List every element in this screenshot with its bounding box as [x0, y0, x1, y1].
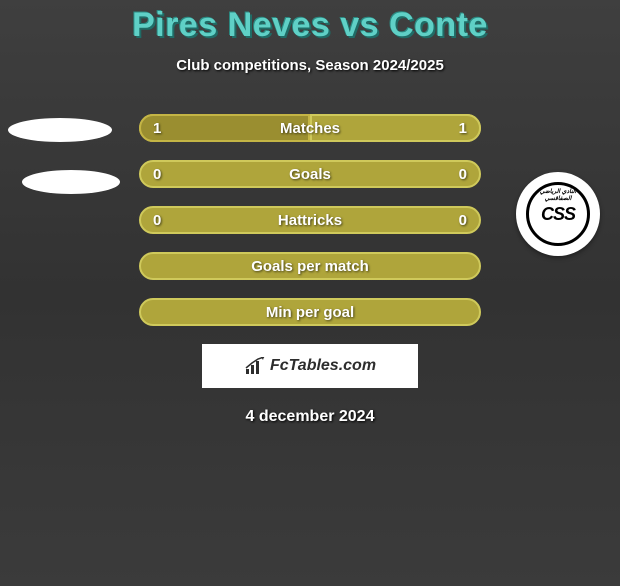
stat-right-value: 0 — [459, 166, 467, 183]
page-date: 4 december 2024 — [0, 408, 620, 426]
page-subtitle: Club competitions, Season 2024/2025 — [0, 57, 620, 74]
stat-label: Goals — [289, 166, 331, 183]
stat-label: Matches — [280, 120, 340, 137]
stats-list: 1 Matches 1 0 Goals 0 0 Hattricks 0 Goals per mat… — [139, 114, 481, 326]
stat-left-value: 1 — [153, 120, 161, 137]
player-photo-placeholder-left-1 — [22, 170, 120, 194]
stat-row-hattricks: 0 Hattricks 0 — [139, 206, 481, 234]
page-title: Pires Neves vs Conte — [0, 6, 620, 45]
brand-footer[interactable]: FcTables.com — [202, 344, 418, 388]
stat-left-value: 0 — [153, 212, 161, 229]
stat-left-value: 0 — [153, 166, 161, 183]
stat-label: Min per goal — [266, 304, 354, 321]
stat-row-min-per-goal: Min per goal — [139, 298, 481, 326]
club-badge-inner: النادي الرياضي الصفاقسي CSS — [526, 182, 590, 246]
stat-right-value: 1 — [459, 120, 467, 137]
club-badge-arabic: النادي الرياضي الصفاقسي — [529, 188, 587, 202]
stat-label: Goals per match — [251, 258, 369, 275]
stat-row-matches: 1 Matches 1 — [139, 114, 481, 142]
brand-footer-text: FcTables.com — [270, 357, 376, 375]
stat-row-goals-per-match: Goals per match — [139, 252, 481, 280]
chart-icon — [244, 357, 266, 375]
club-badge-text: CSS — [541, 204, 575, 225]
stat-row-goals: 0 Goals 0 — [139, 160, 481, 188]
club-badge-right: النادي الرياضي الصفاقسي CSS — [516, 172, 600, 256]
stat-right-value: 0 — [459, 212, 467, 229]
stat-label: Hattricks — [278, 212, 342, 229]
comparison-arena: النادي الرياضي الصفاقسي CSS 1 Matches 1 0 Go… — [0, 114, 620, 326]
player-photo-placeholder-left-0 — [8, 118, 112, 142]
